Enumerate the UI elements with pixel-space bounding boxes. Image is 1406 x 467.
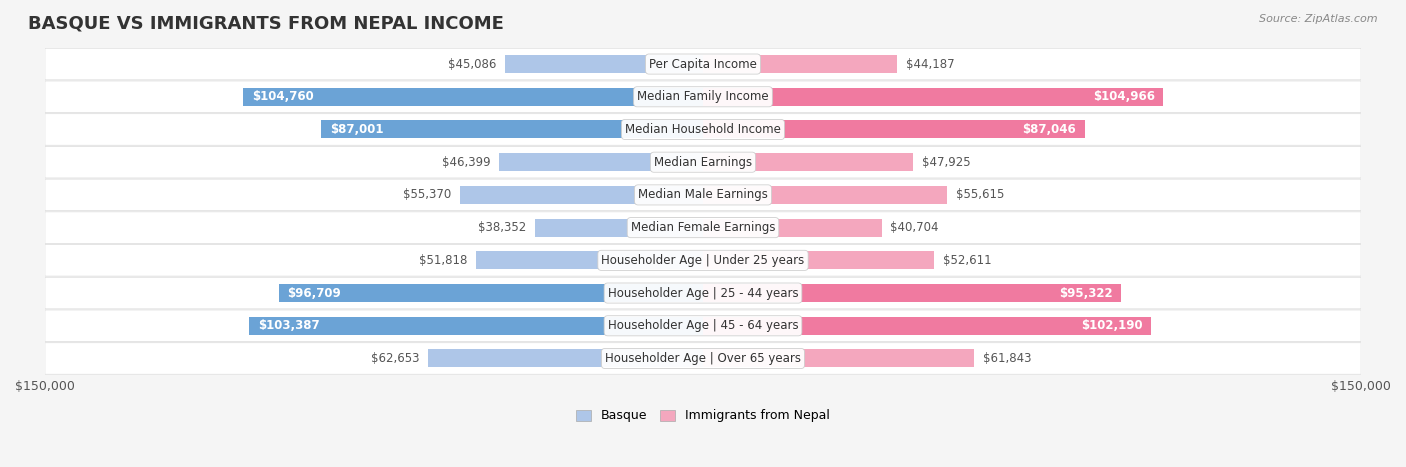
Text: $87,001: $87,001	[330, 123, 384, 136]
Text: $45,086: $45,086	[449, 57, 496, 71]
Text: Householder Age | 25 - 44 years: Householder Age | 25 - 44 years	[607, 287, 799, 299]
Bar	[460, 186, 703, 204]
Text: $52,611: $52,611	[942, 254, 991, 267]
Text: $55,615: $55,615	[956, 188, 1004, 201]
Text: Median Family Income: Median Family Income	[637, 90, 769, 103]
Text: BASQUE VS IMMIGRANTS FROM NEPAL INCOME: BASQUE VS IMMIGRANTS FROM NEPAL INCOME	[28, 14, 503, 32]
FancyBboxPatch shape	[45, 81, 1361, 113]
Bar	[703, 153, 914, 171]
Text: Householder Age | Over 65 years: Householder Age | Over 65 years	[605, 352, 801, 365]
Bar	[703, 186, 948, 204]
Text: $61,843: $61,843	[983, 352, 1032, 365]
FancyBboxPatch shape	[45, 310, 1361, 341]
Text: $87,046: $87,046	[1022, 123, 1076, 136]
Bar	[475, 251, 703, 269]
Text: Householder Age | 45 - 64 years: Householder Age | 45 - 64 years	[607, 319, 799, 333]
Bar	[703, 251, 934, 269]
Text: Median Male Earnings: Median Male Earnings	[638, 188, 768, 201]
Bar	[703, 284, 1121, 302]
Bar	[499, 153, 703, 171]
Text: $96,709: $96,709	[287, 287, 342, 299]
Text: $62,653: $62,653	[371, 352, 419, 365]
Text: $44,187: $44,187	[905, 57, 955, 71]
FancyBboxPatch shape	[45, 48, 1361, 80]
Bar	[429, 349, 703, 368]
Text: Source: ZipAtlas.com: Source: ZipAtlas.com	[1260, 14, 1378, 24]
Text: $104,966: $104,966	[1092, 90, 1154, 103]
Bar	[703, 88, 1164, 106]
Text: Householder Age | Under 25 years: Householder Age | Under 25 years	[602, 254, 804, 267]
Bar	[534, 219, 703, 237]
FancyBboxPatch shape	[45, 277, 1361, 309]
Text: $102,190: $102,190	[1081, 319, 1143, 333]
Text: $38,352: $38,352	[478, 221, 526, 234]
Bar	[278, 284, 703, 302]
Legend: Basque, Immigrants from Nepal: Basque, Immigrants from Nepal	[571, 404, 835, 427]
FancyBboxPatch shape	[45, 343, 1361, 374]
Bar	[249, 317, 703, 335]
Bar	[703, 55, 897, 73]
FancyBboxPatch shape	[45, 212, 1361, 243]
Text: $95,322: $95,322	[1059, 287, 1112, 299]
Text: $46,399: $46,399	[441, 156, 491, 169]
Text: $103,387: $103,387	[259, 319, 319, 333]
FancyBboxPatch shape	[45, 245, 1361, 276]
FancyBboxPatch shape	[45, 147, 1361, 178]
Bar	[703, 219, 882, 237]
FancyBboxPatch shape	[45, 113, 1361, 145]
Bar	[505, 55, 703, 73]
Text: Median Female Earnings: Median Female Earnings	[631, 221, 775, 234]
Bar	[703, 349, 974, 368]
Bar	[703, 317, 1152, 335]
Text: $104,760: $104,760	[252, 90, 314, 103]
Bar	[703, 120, 1085, 139]
FancyBboxPatch shape	[45, 179, 1361, 211]
Text: Median Household Income: Median Household Income	[626, 123, 780, 136]
Bar	[322, 120, 703, 139]
Text: Per Capita Income: Per Capita Income	[650, 57, 756, 71]
Text: Median Earnings: Median Earnings	[654, 156, 752, 169]
Text: $47,925: $47,925	[922, 156, 970, 169]
Bar	[243, 88, 703, 106]
Text: $40,704: $40,704	[890, 221, 939, 234]
Text: $51,818: $51,818	[419, 254, 467, 267]
Text: $55,370: $55,370	[404, 188, 451, 201]
